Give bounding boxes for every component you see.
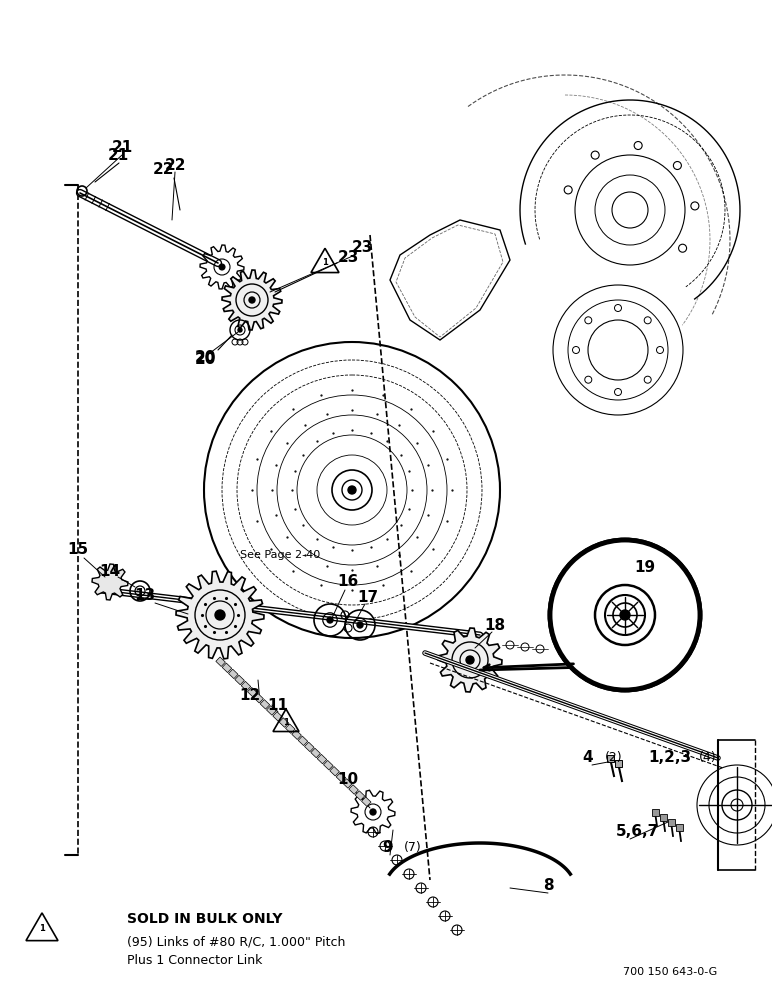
Text: 23: 23 [351, 240, 373, 255]
Text: 11: 11 [268, 698, 289, 714]
Text: 15: 15 [67, 542, 89, 558]
Text: 1,2,3: 1,2,3 [648, 750, 692, 766]
Text: 9: 9 [383, 840, 393, 856]
Text: 19: 19 [635, 560, 655, 576]
Bar [304, 742, 314, 752]
Text: 1: 1 [283, 718, 289, 727]
Circle shape [466, 656, 474, 664]
Bar [355, 791, 364, 800]
Text: SOLD IN BULK ONLY: SOLD IN BULK ONLY [127, 912, 283, 926]
Polygon shape [222, 270, 282, 330]
Bar [317, 754, 327, 764]
Bar [652, 809, 659, 816]
Text: See Page 2-40: See Page 2-40 [240, 550, 320, 560]
Circle shape [348, 486, 356, 494]
Circle shape [215, 610, 225, 620]
Bar [286, 724, 295, 733]
Text: (95) Links of #80 R/C, 1.000" Pitch: (95) Links of #80 R/C, 1.000" Pitch [127, 936, 345, 948]
Text: 17: 17 [357, 590, 378, 605]
Text: 4: 4 [583, 750, 594, 766]
Circle shape [327, 617, 333, 623]
Bar [615, 760, 622, 767]
Bar [343, 779, 352, 788]
Circle shape [370, 809, 376, 815]
Bar [229, 669, 238, 679]
Text: 1: 1 [322, 258, 328, 267]
Bar [660, 814, 667, 821]
Bar [260, 700, 269, 709]
Text: 20: 20 [195, 351, 215, 365]
Bar [336, 773, 346, 782]
Text: 1: 1 [39, 924, 45, 933]
Bar [292, 730, 301, 739]
Text: 21: 21 [107, 147, 129, 162]
Text: 20: 20 [195, 353, 215, 367]
Bar [273, 712, 283, 721]
Text: 8: 8 [543, 879, 554, 894]
Bar [349, 785, 358, 794]
Bar [607, 755, 614, 762]
Text: 16: 16 [337, 574, 359, 589]
Text: 14: 14 [100, 564, 120, 578]
Circle shape [238, 328, 242, 332]
Polygon shape [438, 628, 502, 692]
Text: Plus 1 Connector Link: Plus 1 Connector Link [127, 954, 262, 966]
Bar [676, 824, 683, 831]
Text: (7): (7) [404, 842, 422, 854]
Text: 22: 22 [152, 162, 174, 178]
Bar [235, 675, 245, 685]
Text: 5,6,7: 5,6,7 [615, 824, 659, 840]
Bar [254, 694, 263, 703]
Polygon shape [176, 571, 264, 659]
Text: (2): (2) [605, 752, 623, 764]
Text: 13: 13 [134, 587, 156, 602]
Bar [330, 766, 340, 776]
Text: 700 150 643-0-G: 700 150 643-0-G [623, 967, 717, 977]
Bar [361, 797, 371, 806]
Text: 18: 18 [485, 617, 506, 633]
Text: 23: 23 [337, 249, 359, 264]
Circle shape [249, 297, 255, 303]
Circle shape [550, 540, 700, 690]
Text: 22: 22 [164, 157, 186, 172]
Bar [323, 760, 333, 770]
Bar [266, 706, 276, 715]
Text: 10: 10 [337, 772, 358, 788]
Bar [279, 718, 289, 727]
Text: 12: 12 [239, 688, 261, 702]
Circle shape [620, 610, 630, 620]
Bar [311, 748, 320, 758]
Bar [216, 657, 225, 666]
Bar [248, 687, 257, 697]
Bar [222, 663, 232, 673]
Circle shape [219, 264, 225, 270]
Text: (4): (4) [699, 752, 717, 764]
Bar [241, 681, 251, 691]
Text: 21: 21 [111, 140, 133, 155]
Polygon shape [92, 564, 128, 600]
Circle shape [357, 622, 363, 628]
Bar [298, 736, 308, 746]
Bar [668, 819, 675, 826]
